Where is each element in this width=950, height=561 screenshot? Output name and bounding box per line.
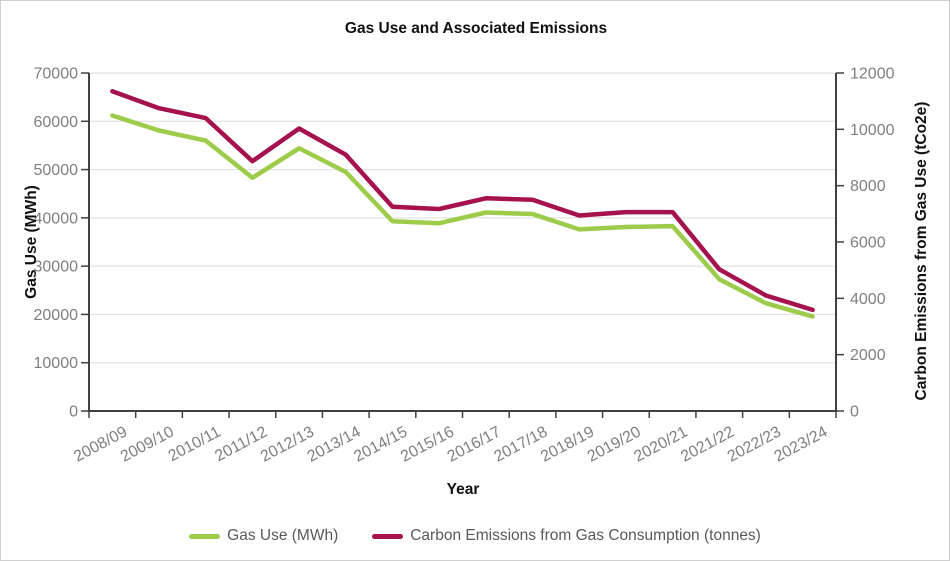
y-axis-title-left: Gas Use (MWh) (23, 185, 40, 299)
legend-item-emissions: Carbon Emissions from Gas Consumption (t… (372, 527, 761, 545)
y-left-tick-label: 0 (69, 404, 78, 421)
series-line-emissions (110, 89, 815, 313)
y-axis-title-right: Carbon Emissions from Gas Use (tCo2e) (913, 101, 930, 401)
y-axis-right-labels: 0 2000 4000 6000 8000 10000 12000 (850, 66, 895, 421)
y-right-tick-label: 0 (850, 404, 859, 421)
y-right-tick-label: 8000 (850, 178, 886, 195)
x-axis-title: Year (446, 481, 480, 498)
x-category-label: 2023/24 (771, 423, 830, 465)
x-category-labels: 2008/092009/102010/112011/122012/132013/… (71, 423, 830, 465)
legend-item-gas-use: Gas Use (MWh) (189, 527, 338, 545)
y-right-tick-label: 4000 (850, 291, 886, 308)
y-left-tick-label: 30000 (34, 259, 79, 276)
x-category-label: 2010/11 (166, 423, 224, 465)
gas-use-line-swatch-icon (189, 533, 221, 539)
series-line-gas-use (110, 113, 815, 319)
axes (88, 73, 837, 412)
y-axis-left-labels: 0 10000 20000 30000 40000 50000 60000 70000 (34, 66, 79, 421)
tick-marks (81, 72, 844, 418)
y-right-tick-label: 10000 (850, 122, 895, 139)
y-left-tick-label: 20000 (34, 307, 79, 324)
y-left-tick-label: 60000 (34, 114, 79, 131)
y-left-tick-label: 70000 (34, 66, 79, 83)
legend: Gas Use (MWh) Carbon Emissions from Gas … (1, 522, 949, 550)
y-right-tick-label: 12000 (850, 66, 895, 83)
y-left-tick-label: 10000 (34, 355, 79, 372)
chart-title: Gas Use and Associated Emissions (344, 20, 608, 37)
y-left-tick-label: 40000 (34, 210, 79, 227)
y-right-tick-label: 2000 (850, 347, 886, 364)
legend-label-emissions: Carbon Emissions from Gas Consumption (t… (410, 527, 761, 544)
y-right-tick-label: 6000 (850, 235, 886, 252)
y-left-tick-label: 50000 (34, 162, 79, 179)
x-category-label: 2009/10 (118, 423, 177, 465)
emissions-line-swatch-icon (372, 533, 404, 539)
legend-label-gas-use: Gas Use (MWh) (227, 527, 339, 544)
